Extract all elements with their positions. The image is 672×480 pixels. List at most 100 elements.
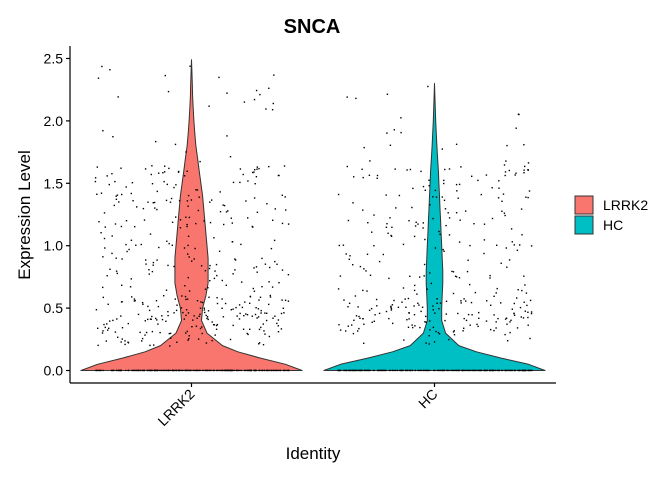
cell-point xyxy=(243,315,245,317)
cell-point xyxy=(462,369,464,372)
cell-point xyxy=(445,300,448,302)
cell-point xyxy=(245,200,247,202)
cell-point xyxy=(352,369,354,372)
cell-point xyxy=(496,287,498,290)
cell-point xyxy=(347,306,349,308)
cell-point xyxy=(121,284,123,286)
cell-point xyxy=(119,369,121,372)
cell-point xyxy=(249,295,252,298)
cell-point xyxy=(108,183,110,186)
cell-point xyxy=(213,369,216,372)
cell-point xyxy=(400,117,402,119)
cell-point xyxy=(514,369,516,372)
cell-point xyxy=(183,318,185,320)
cell-point xyxy=(174,298,176,300)
cell-point xyxy=(167,311,169,313)
cell-point xyxy=(167,314,169,317)
cell-point xyxy=(523,301,525,303)
cell-point xyxy=(241,306,244,309)
cell-point xyxy=(403,339,405,341)
cell-point xyxy=(530,312,533,315)
cell-point xyxy=(168,242,170,245)
cell-point xyxy=(225,369,228,372)
cell-point xyxy=(346,165,348,168)
y-axis-title: Expression Level xyxy=(15,150,34,279)
cell-point xyxy=(501,200,503,202)
cell-point xyxy=(497,317,499,320)
cell-point xyxy=(358,327,360,330)
cell-point xyxy=(432,309,434,311)
cell-point xyxy=(495,369,497,372)
cell-point xyxy=(262,323,264,325)
cell-point xyxy=(199,160,201,163)
cell-point xyxy=(112,136,114,138)
cell-point xyxy=(352,202,354,204)
cell-point xyxy=(246,314,249,316)
cell-point xyxy=(187,312,190,314)
cell-point xyxy=(253,171,255,173)
cell-point xyxy=(412,326,414,329)
cell-point xyxy=(423,275,425,277)
cell-point xyxy=(385,369,387,372)
cell-point xyxy=(254,369,256,372)
cell-point xyxy=(472,369,474,372)
cell-point xyxy=(182,369,184,372)
cell-point xyxy=(338,369,341,372)
cell-point xyxy=(161,369,163,372)
cell-point xyxy=(229,338,232,341)
cell-point xyxy=(461,369,463,372)
cell-point xyxy=(529,337,531,340)
cell-point xyxy=(434,369,436,372)
cell-point xyxy=(386,223,388,225)
cell-point xyxy=(211,199,213,201)
cell-point xyxy=(525,292,528,294)
cell-point xyxy=(531,369,533,372)
cell-point xyxy=(500,369,503,372)
cell-point xyxy=(225,211,228,213)
cell-point xyxy=(197,209,200,212)
cell-point xyxy=(232,369,234,372)
jitter-points-layer xyxy=(94,65,533,372)
cell-point xyxy=(493,329,495,332)
cell-point xyxy=(432,305,434,307)
cell-point xyxy=(214,270,216,272)
cell-point xyxy=(366,369,369,372)
cell-point xyxy=(498,180,500,182)
cell-point xyxy=(215,263,218,266)
cell-point xyxy=(206,316,209,318)
cell-point xyxy=(100,232,102,234)
cell-point xyxy=(492,369,495,372)
cell-point xyxy=(231,241,234,243)
cell-point xyxy=(360,369,362,372)
cell-point xyxy=(120,315,122,317)
cell-point xyxy=(202,369,204,372)
cell-point xyxy=(131,182,134,184)
cell-point xyxy=(195,189,197,191)
cell-point xyxy=(485,174,488,176)
cell-point xyxy=(245,369,247,372)
cell-point xyxy=(141,301,144,304)
cell-point xyxy=(417,302,419,304)
cell-point xyxy=(140,243,142,246)
cell-point xyxy=(362,209,364,211)
cell-point xyxy=(232,273,234,275)
cell-point xyxy=(511,369,513,372)
cell-point xyxy=(203,369,205,372)
y-tick-label: 0.5 xyxy=(44,300,64,316)
cell-point xyxy=(145,331,148,334)
cell-point xyxy=(187,194,190,197)
cell-point xyxy=(256,271,258,273)
cell-point xyxy=(496,369,499,372)
cell-point xyxy=(252,226,254,228)
cell-point xyxy=(379,369,381,372)
cell-point xyxy=(170,197,173,200)
cell-point xyxy=(394,168,396,170)
cell-point xyxy=(426,369,428,372)
cell-point xyxy=(359,317,361,319)
cell-point xyxy=(495,292,497,294)
cell-point xyxy=(102,286,104,289)
cell-point xyxy=(134,299,136,302)
cell-point xyxy=(498,369,500,372)
cell-point xyxy=(405,306,407,308)
cell-point xyxy=(359,265,362,268)
